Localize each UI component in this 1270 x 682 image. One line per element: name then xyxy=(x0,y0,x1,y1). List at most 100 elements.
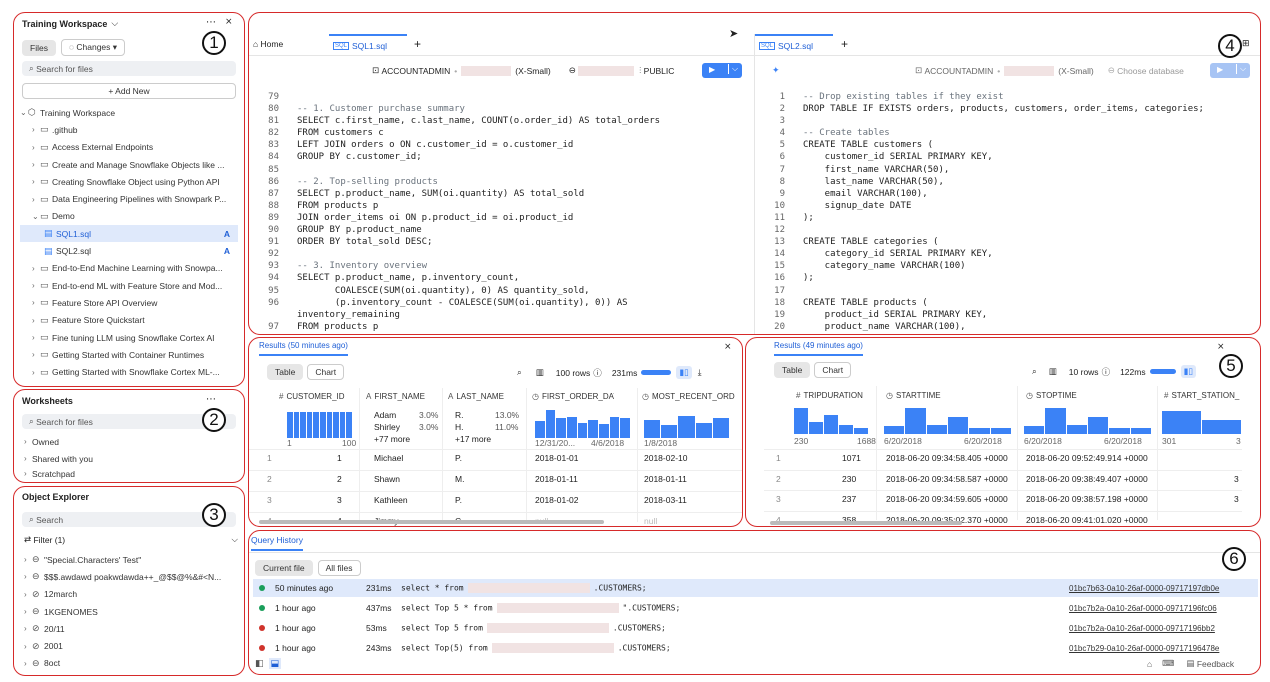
column-header[interactable]: ◷ STOPTIME xyxy=(1026,391,1077,400)
table-row[interactable]: 2 230 2018-06-20 09:34:58.587 +0000 2018-06… xyxy=(764,474,1242,488)
more-icon[interactable]: ⋯ xyxy=(206,17,216,28)
horizontal-scrollbar[interactable] xyxy=(259,520,604,524)
query-history-tab[interactable]: Query History xyxy=(251,535,303,551)
chart-view-button[interactable]: Chart xyxy=(307,364,345,380)
sidebar-toggle-icon[interactable]: ◧ xyxy=(255,658,264,668)
warehouse-size[interactable]: (X-Small) xyxy=(515,65,551,76)
chevron-right-icon[interactable]: › xyxy=(24,641,27,651)
object-item[interactable]: ›⊖A11111SLOWSELECT xyxy=(22,672,240,675)
tab-sql2[interactable]: SQL SQL2.sql xyxy=(755,34,833,55)
table-row[interactable]: 4 358 2018-06-20 09:35:02.370 +0000 2018-06… xyxy=(764,515,1242,527)
keyboard-icon[interactable]: ⌨ xyxy=(1162,658,1175,668)
table-view-button[interactable]: Table xyxy=(774,362,811,378)
chevron-right-icon[interactable]: › xyxy=(32,160,35,170)
tab-home[interactable]: ⌂ Home xyxy=(253,39,284,49)
tab-sql1[interactable]: SQL SQL1.sql xyxy=(329,34,407,55)
worksheets-shared[interactable]: › Shared with you xyxy=(24,453,93,464)
code-editor-left[interactable]: 79 80 -- 1. Customer purchase summary 81 SEL… xyxy=(249,91,754,333)
files-tab[interactable]: Files xyxy=(22,39,56,56)
file-tree-item[interactable]: › ▭ Creating Snowflake Object using Python… xyxy=(20,173,238,190)
file-tree-item[interactable]: › ▭ Data Engineering Pipelines with Snowpa… xyxy=(20,190,238,207)
more-icon[interactable]: ⋯ xyxy=(206,394,216,405)
run-button-right[interactable]: ▶ ⌵ xyxy=(1210,63,1250,78)
close-icon[interactable]: ⨯ xyxy=(724,341,732,351)
file-tree-item[interactable]: › ▭ Feature Store Quickstart xyxy=(20,312,238,329)
column-header[interactable]: A FIRST_NAME xyxy=(366,392,426,401)
chevron-right-icon[interactable]: › xyxy=(32,177,35,187)
object-item[interactable]: › ⊘ 2001 xyxy=(22,637,240,654)
column-header[interactable]: A LAST_NAME xyxy=(448,392,504,401)
column-header[interactable]: ◷ MOST_RECENT_ORD xyxy=(642,392,735,401)
worksheets-scratchpad[interactable]: › Scratchpad xyxy=(24,468,75,479)
search-icon[interactable]: ⌕ xyxy=(517,367,522,377)
worksheet-search-input[interactable]: ⌕ Search for files xyxy=(22,414,236,429)
file-tree-item[interactable]: › ▭ Access External Endpoints xyxy=(20,139,238,156)
columns-icon[interactable]: ▥ xyxy=(535,367,544,377)
sparkle-icon[interactable]: ✦ xyxy=(772,65,780,75)
schema-selector[interactable]: PUBLIC xyxy=(643,65,675,76)
chevron-right-icon[interactable]: › xyxy=(32,367,35,377)
stats-toggle-icon[interactable]: ▮▯ xyxy=(1180,365,1196,378)
role-selector[interactable]: ACCOUNTADMIN xyxy=(381,65,451,76)
chevron-right-icon[interactable]: › xyxy=(32,385,40,386)
table-row[interactable]: 1 1071 2018-06-20 09:34:58.405 +0000 2018-0… xyxy=(764,453,1242,467)
workspace-title[interactable]: Training Workspace xyxy=(22,18,108,29)
column-header[interactable]: # TRIPDURATION xyxy=(796,391,863,400)
file-tree-item[interactable]: ▤ SQL1.sql A xyxy=(20,225,238,243)
file-search-input[interactable]: ⌕ Search for files xyxy=(22,61,236,76)
run-options-icon[interactable]: ⌵ xyxy=(728,64,738,74)
changes-tab[interactable]: ◌ Changes ▾ xyxy=(60,39,126,56)
query-id-link[interactable]: 01bc7b2a-0a10-26af-0000-09717196fc06 xyxy=(1069,603,1217,613)
table-row[interactable]: 3 237 2018-06-20 09:34:59.605 +0000 2018-06… xyxy=(764,494,1242,508)
columns-icon[interactable]: ▥ xyxy=(1048,366,1057,376)
object-item[interactable]: › ⊖ 8oct xyxy=(22,655,240,672)
code-editor-right[interactable]: 1 -- Drop existing tables if they exist 2 D… xyxy=(755,91,1260,333)
all-files-filter[interactable]: All files xyxy=(317,560,361,576)
object-item[interactable]: › ⊖ "Special.Characters' Test" xyxy=(22,551,240,568)
chevron-down-icon[interactable]: ⌄ xyxy=(20,108,27,118)
home-icon[interactable]: ⌂ xyxy=(1147,658,1153,669)
collapse-icon[interactable]: ⨯ xyxy=(225,16,233,26)
chevron-right-icon[interactable]: › xyxy=(32,333,35,342)
results-tab-right[interactable]: Results (49 minutes ago) xyxy=(774,341,863,356)
file-tree-item[interactable]: ⌄ ▭ Demo xyxy=(20,208,238,225)
table-row[interactable]: 3 3 Kathleen P. 2018-01-02 2018-03-11 xyxy=(249,495,742,509)
file-tree-item[interactable]: › ▭ Getting Started with Snowflake Cortex … xyxy=(20,363,238,380)
file-tree-item[interactable]: › ▭ Feature Store API Overview xyxy=(20,294,238,311)
feedback-link[interactable]: Feedback xyxy=(1196,658,1235,669)
chevron-right-icon[interactable]: › xyxy=(24,589,27,599)
query-id-link[interactable]: 01bc7b63-0a10-26af-0000-09717197db0e xyxy=(1069,583,1220,593)
object-item[interactable]: › ⊘ 20/11 xyxy=(22,620,240,637)
download-icon[interactable]: ⤓ xyxy=(697,367,702,377)
add-tab-icon[interactable]: + xyxy=(414,37,422,51)
chevron-right-icon[interactable]: › xyxy=(24,555,27,565)
explorer-search-input[interactable]: ⌕ Search xyxy=(22,512,236,527)
worksheets-owned[interactable]: › Owned xyxy=(24,436,59,447)
column-header[interactable]: ◷ STARTTIME xyxy=(886,391,941,400)
column-header[interactable]: # CUSTOMER_ID xyxy=(279,392,345,401)
chevron-right-icon[interactable]: › xyxy=(24,572,27,582)
chevron-right-icon[interactable]: › xyxy=(32,263,35,273)
table-view-button[interactable]: Table xyxy=(267,364,304,380)
chevron-right-icon[interactable]: › xyxy=(32,281,35,291)
file-tree-item[interactable]: › ▭ End-to-End Machine Learning with Snowp… xyxy=(20,260,238,277)
chevron-right-icon[interactable]: › xyxy=(24,658,27,668)
column-header[interactable]: ◷FIRST_ORDER_DATE xyxy=(532,392,614,401)
chevron-right-icon[interactable]: › xyxy=(32,125,35,135)
chevron-down-icon[interactable]: ⌄ xyxy=(32,211,39,221)
split-view-icon[interactable]: ⊞ xyxy=(1242,38,1250,48)
table-row[interactable]: 2 2 Shawn M. 2018-01-11 2018-01-11 xyxy=(249,474,742,488)
file-tree-item[interactable]: › ▭ Getting Started with Container Runtime… xyxy=(20,346,238,363)
chevron-down-icon[interactable]: ⌵ xyxy=(231,534,238,544)
add-new-button[interactable]: + Add New xyxy=(22,83,236,99)
query-id-link[interactable]: 01bc7b29-0a10-26af-0000-09717196478e xyxy=(1069,643,1220,653)
chevron-right-icon[interactable]: › xyxy=(32,194,35,204)
chevron-right-icon[interactable]: › xyxy=(24,607,27,617)
object-item[interactable]: › ⊖ 1KGENOMES xyxy=(22,603,240,620)
filter-button[interactable]: Filter (1) xyxy=(33,534,66,545)
panel-toggle-icon[interactable]: ⬓ xyxy=(268,658,282,669)
chevron-right-icon[interactable]: › xyxy=(32,350,35,360)
horizontal-scrollbar[interactable] xyxy=(770,521,962,525)
query-id-link[interactable]: 01bc7b2a-0a10-26af-0000-09717196bb2 xyxy=(1069,623,1215,633)
close-icon[interactable]: ⨯ xyxy=(1217,341,1225,351)
